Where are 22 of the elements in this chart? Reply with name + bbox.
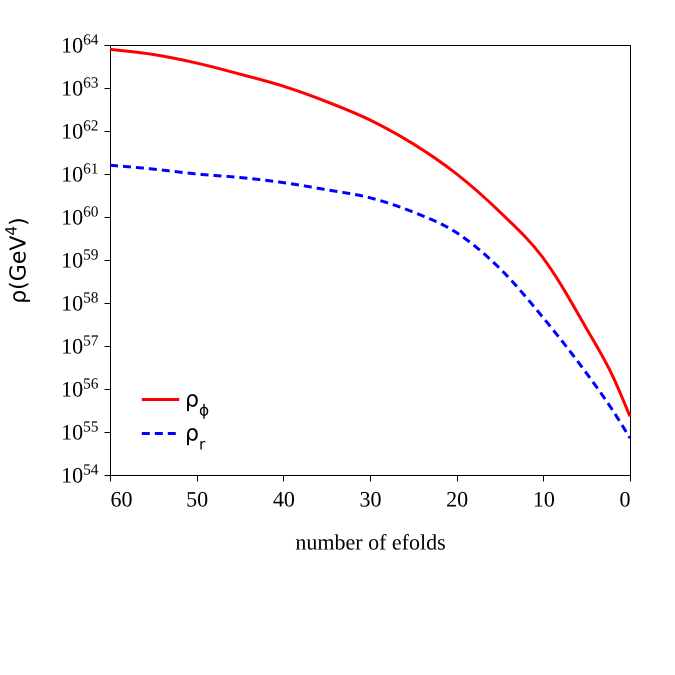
y-tick-label: 10$^{63}$ bbox=[61, 74, 99, 100]
y-tick-label: 10$^{54}$ bbox=[61, 461, 99, 488]
y-tick-label: 10$^{64}$ bbox=[61, 31, 99, 58]
x-tick-label: 0 bbox=[620, 486, 630, 512]
x-axis-title: number of efolds bbox=[295, 530, 446, 554]
x-tick-label: 30 bbox=[360, 486, 382, 512]
line-series bbox=[108, 48, 632, 418]
y-tick-label: 10$^{61}$ bbox=[61, 160, 98, 186]
y-tick-label: 10$^{56}$ bbox=[61, 375, 99, 402]
x-tick-label: 20 bbox=[446, 486, 468, 512]
y-tick-label: 10$^{62}$ bbox=[61, 117, 98, 144]
y-tick-label: 10$^{59}$ bbox=[61, 246, 99, 272]
y-tick-label: 10$^{55}$ bbox=[61, 418, 99, 444]
y-tick-label: 10$^{57}$ bbox=[61, 332, 99, 358]
legend-label: ρ$_{r}$ bbox=[185, 422, 206, 454]
x-tick-label: 10 bbox=[532, 486, 555, 512]
y-tick-label: 10$^{60}$ bbox=[61, 203, 99, 230]
y-tick-label: 10$^{58}$ bbox=[61, 289, 99, 316]
x-tick-label: 60 bbox=[110, 486, 132, 512]
x-tick-label: 50 bbox=[186, 486, 208, 512]
legend-label: ρ$_{ϕ}$ bbox=[185, 388, 210, 420]
x-tick-label: 40 bbox=[272, 486, 295, 512]
